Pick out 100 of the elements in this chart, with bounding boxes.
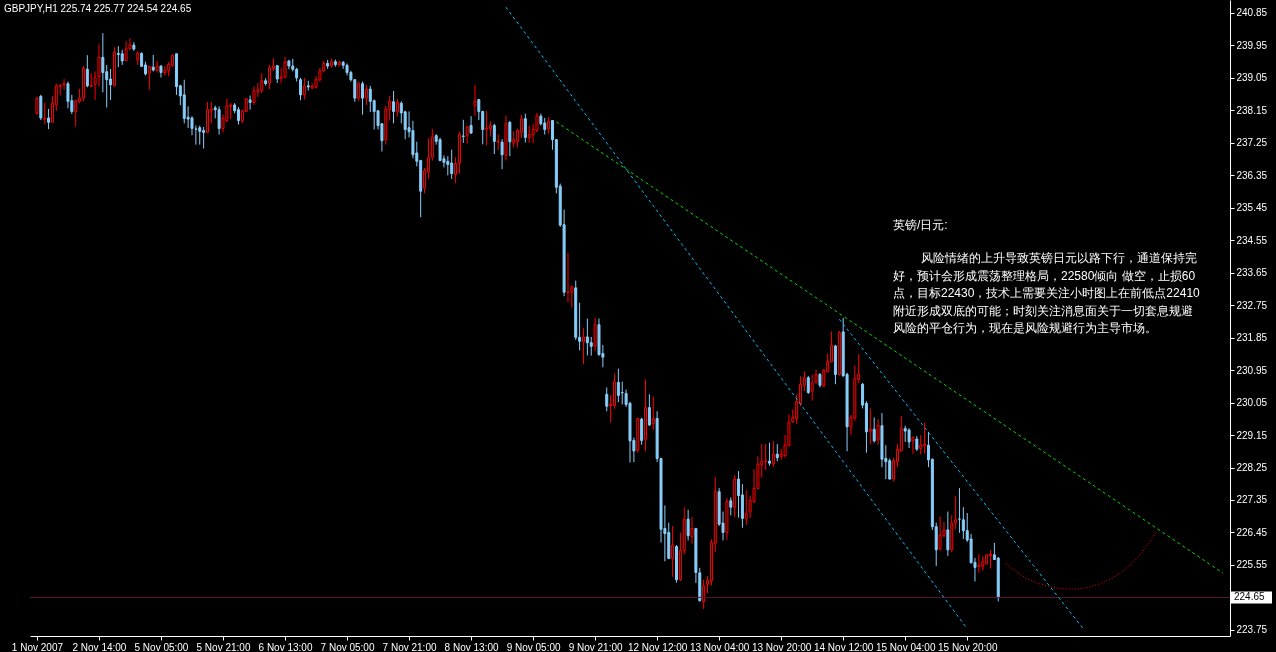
candlestick: [364, 84, 368, 106]
candlestick: [500, 138, 504, 170]
candlestick: [923, 421, 927, 455]
candlestick: [737, 470, 741, 519]
candlestick: [585, 318, 589, 356]
candlestick: [252, 86, 256, 106]
y-tick-label: 238.15: [1236, 104, 1268, 116]
x-tick-label: 8 Nov 13:00: [444, 641, 499, 652]
y-tick-label: 228.25: [1236, 462, 1268, 474]
candlestick: [911, 436, 915, 455]
x-tick-label: 2 Nov 14:00: [72, 641, 127, 652]
candlestick: [876, 418, 880, 446]
candlestick: [613, 372, 616, 410]
x-tick-label: 15 Nov 04:00: [875, 641, 936, 652]
candlestick: [593, 317, 597, 352]
y-tick-label: 239.95: [1236, 39, 1268, 51]
candlestick: [469, 115, 473, 135]
candlestick: [248, 95, 252, 111]
x-tick-label: 5 Nov 21:00: [196, 641, 251, 652]
candlestick: [492, 123, 496, 155]
candlestick: [163, 65, 167, 77]
x-tick-label: 7 Nov 05:00: [320, 641, 375, 652]
candlestick: [640, 417, 644, 446]
x-tick-label: 12 Nov 12:00: [627, 641, 688, 652]
x-tick-label: 9 Nov 05:00: [506, 641, 561, 652]
annotation: 英镑/日元:: [893, 218, 948, 232]
candlestick: [124, 40, 128, 62]
ref-line-label: 224.65: [1234, 591, 1266, 603]
chart-title: GBPJPY,H1 225.74 225.77 224.54 224.65: [4, 3, 192, 14]
candlestick: [977, 553, 981, 574]
candlestick: [43, 102, 47, 125]
candlestick: [116, 45, 120, 68]
y-tick-label: 231.85: [1236, 332, 1268, 344]
annotation: 附近形成双底的可能；时刻关注消息面关于一切套息规避: [893, 303, 1193, 318]
candlestick: [868, 407, 872, 445]
candlestick: [907, 427, 911, 449]
candlestick: [616, 368, 620, 403]
candlestick: [299, 77, 303, 101]
annotation: 风险情绪的上升导致英镑日元以路下行，通道保持完: [921, 251, 1197, 265]
y-tick-label: 227.35: [1236, 494, 1268, 506]
candlestick: [461, 119, 465, 144]
y-tick-label: 230.95: [1236, 364, 1268, 376]
candlestick: [302, 77, 306, 101]
x-tick-label: 9 Nov 21:00: [568, 641, 624, 652]
y-tick-label: 226.45: [1236, 526, 1268, 538]
candlestick: [589, 336, 593, 357]
candlestick: [523, 113, 527, 143]
y-tick-label: 234.55: [1236, 234, 1268, 246]
x-tick-label: 1 Nov 2007: [11, 641, 64, 652]
candlestick: [768, 442, 772, 467]
candlestick: [581, 327, 585, 365]
candlestick: [198, 125, 202, 146]
candlestick: [806, 375, 810, 395]
candlestick: [39, 94, 43, 121]
y-tick-label: 225.55: [1236, 559, 1268, 571]
candlestick: [605, 386, 609, 412]
candlestick: [690, 516, 694, 545]
x-tick-label: 15 Nov 20:00: [937, 641, 998, 652]
candlestick: [686, 509, 690, 541]
candlestick: [268, 64, 272, 90]
candlestick: [182, 79, 186, 124]
candlestick: [771, 440, 775, 468]
y-tick-label: 236.35: [1236, 169, 1268, 181]
candlestick: [47, 108, 51, 130]
candlestick: [508, 120, 512, 157]
x-tick-label: 6 Nov 13:00: [258, 641, 313, 652]
candlestick: [957, 487, 961, 534]
y-tick-label: 239.05: [1236, 72, 1268, 84]
candlestick: [217, 105, 221, 136]
candlestick: [202, 126, 206, 150]
candlestick: [109, 68, 113, 101]
x-tick-label: 13 Nov 04:00: [689, 641, 750, 652]
candlestick: [764, 443, 768, 471]
y-tick-label: 223.75: [1236, 624, 1268, 636]
candlestick: [147, 65, 151, 91]
candlestick: [620, 381, 624, 405]
annotation: 好，预计会形成震荡整理格局，22580倾向 做空，止损60: [893, 268, 1196, 283]
candlestick: [101, 32, 105, 93]
candlestick: [651, 395, 655, 431]
y-tick-label: 237.25: [1236, 137, 1268, 149]
x-tick-label: 14 Nov 12:00: [813, 641, 874, 652]
candlestick: [961, 506, 965, 540]
x-tick-label: 5 Nov 05:00: [134, 641, 189, 652]
candlestick: [919, 434, 923, 456]
candlestick: [450, 149, 454, 180]
candlestick: [85, 54, 89, 88]
candlestick: [473, 84, 477, 117]
annotation: 风险的平仓行为，现在是风险规避行为主导市场。: [893, 321, 1157, 335]
candlestick: [446, 155, 450, 176]
candlestick: [357, 81, 361, 102]
candlestick: [368, 85, 372, 113]
x-tick-label: 7 Nov 21:00: [382, 641, 437, 652]
y-tick-label: 233.65: [1236, 267, 1268, 279]
line-series: [1005, 530, 1158, 590]
candlestick: [310, 82, 314, 90]
candlestick: [702, 579, 706, 610]
candlestick: [361, 81, 365, 116]
candlestick: [888, 458, 892, 480]
y-tick-label: 229.15: [1236, 429, 1268, 441]
candlestick: [260, 72, 264, 94]
